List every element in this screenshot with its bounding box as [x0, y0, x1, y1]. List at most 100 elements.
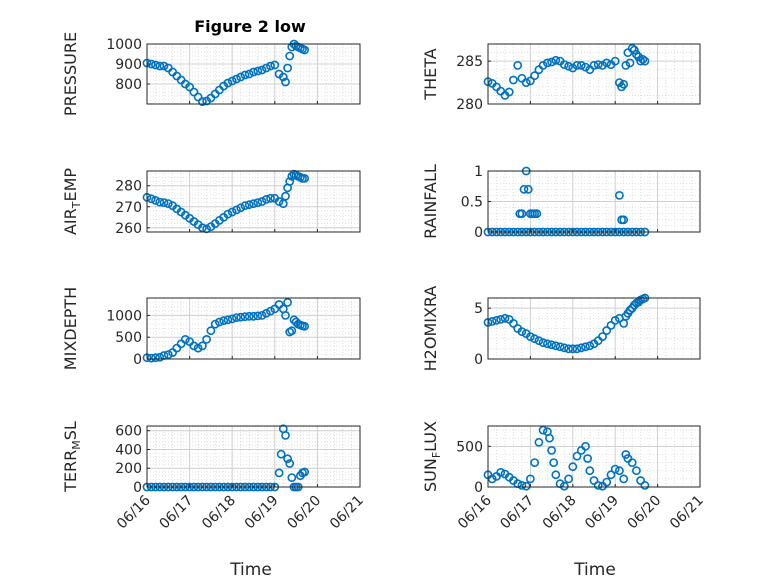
data-point	[487, 316, 497, 326]
y-tick-label: 280	[456, 97, 483, 113]
data-point	[300, 45, 309, 55]
data-point	[619, 215, 629, 225]
y-axis-label-mixdepth: MIXDEPTH	[61, 287, 80, 370]
data-point	[146, 353, 156, 363]
data-point	[534, 336, 544, 346]
data-point	[189, 341, 199, 351]
data-point	[615, 466, 624, 476]
data-point	[285, 51, 295, 61]
subplot-air-temp: 260 270 280 AIRTEMP	[61, 168, 361, 237]
data-point	[197, 97, 207, 106]
data-point	[151, 353, 160, 363]
data-point	[521, 78, 531, 87]
data-point	[163, 350, 173, 359]
y-tick-label: 600	[115, 424, 142, 440]
y-tick-label: 200	[115, 461, 142, 477]
data-point	[223, 315, 233, 325]
data-point	[283, 454, 292, 464]
data-point	[278, 72, 288, 82]
data-point	[197, 223, 207, 233]
series-mixdepth	[142, 297, 309, 363]
data-point	[640, 480, 650, 490]
y-axis-label-theta: THETA	[421, 48, 440, 100]
data-point	[534, 437, 544, 447]
data-point	[602, 326, 612, 335]
data-point	[227, 207, 237, 217]
data-point	[300, 173, 309, 183]
y-axis-label-sun-flux: SUNFLUX	[421, 421, 443, 492]
data-point	[249, 311, 258, 321]
series-theta	[483, 43, 650, 100]
y-tick-label: 5	[474, 301, 483, 317]
y-tick-label: 0	[474, 480, 483, 496]
data-point	[193, 92, 203, 102]
data-point	[610, 56, 620, 66]
data-point	[636, 56, 645, 66]
y-tick-label: 285	[456, 54, 483, 70]
x-axis-label-left: Time	[229, 560, 272, 580]
axes-box	[146, 297, 361, 360]
data-point	[249, 67, 258, 77]
data-point	[547, 445, 556, 455]
data-point	[517, 327, 527, 336]
data-point	[634, 52, 643, 62]
axes-box	[487, 43, 701, 105]
data-point	[159, 198, 169, 207]
y-tick-label: 1	[474, 164, 483, 180]
data-point	[283, 63, 292, 73]
y-tick-label: 0	[133, 480, 142, 496]
y-axis-label-terr-msl: TERRMSL	[61, 421, 83, 493]
data-point	[526, 332, 535, 341]
data-point	[244, 69, 254, 79]
data-point	[509, 75, 518, 85]
data-point	[236, 72, 246, 82]
data-point	[487, 474, 497, 484]
data-point	[615, 78, 624, 87]
data-point	[547, 340, 556, 350]
data-point	[610, 315, 620, 325]
data-point	[564, 344, 573, 354]
data-point	[638, 55, 648, 64]
series-air-temp	[142, 169, 309, 234]
plot-area	[147, 298, 360, 359]
data-point	[636, 476, 645, 485]
data-point	[572, 344, 582, 354]
data-point	[151, 195, 160, 205]
y-tick-label: 0	[474, 225, 483, 241]
data-point	[236, 312, 246, 322]
data-point	[523, 184, 533, 194]
data-point	[223, 209, 233, 219]
data-point	[619, 474, 629, 484]
data-point	[521, 481, 531, 491]
data-point	[232, 313, 241, 322]
data-point	[593, 480, 603, 490]
axes-box	[487, 425, 701, 488]
data-point	[568, 344, 578, 354]
y-tick-label: 0	[474, 352, 483, 368]
data-point	[606, 470, 616, 480]
plot-area	[488, 44, 700, 104]
data-point	[193, 343, 203, 353]
data-point	[276, 449, 286, 459]
y-axis-label-h2omixra: H2OMIXRA	[421, 286, 440, 372]
y-tick-label: 1000	[106, 308, 142, 324]
data-point	[261, 194, 271, 204]
data-point	[543, 339, 552, 349]
data-point	[227, 314, 237, 324]
data-point	[610, 464, 620, 474]
data-point	[551, 341, 561, 351]
data-point	[532, 209, 542, 219]
data-point	[619, 79, 629, 89]
data-point	[576, 343, 586, 353]
y-tick-label: 270	[115, 200, 142, 216]
series-sun-flux	[483, 425, 650, 491]
data-point	[244, 200, 254, 210]
data-point	[146, 194, 156, 204]
data-point	[266, 61, 275, 71]
data-point	[513, 61, 523, 70]
data-point	[266, 306, 275, 316]
data-point	[249, 199, 258, 208]
data-point	[509, 318, 518, 328]
data-point	[559, 60, 569, 69]
